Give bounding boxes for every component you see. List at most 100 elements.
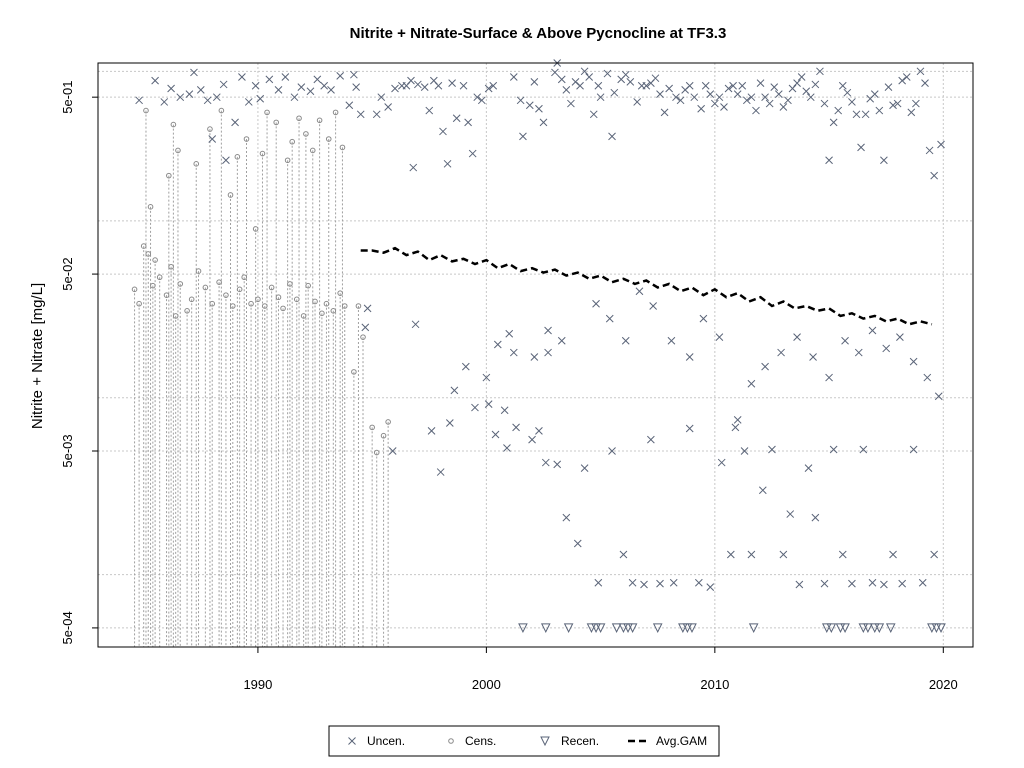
uncensored-point (348, 737, 356, 745)
censored-point (323, 300, 330, 307)
censored-point (325, 136, 332, 142)
uncensored-point (160, 98, 169, 106)
censored-point (209, 300, 216, 307)
uncensored-point (585, 73, 594, 81)
recensored-point (826, 623, 837, 634)
uncensored-point (875, 106, 884, 115)
legend-entry-label: Uncen. (367, 734, 405, 748)
recensored-point (652, 623, 663, 634)
legend-entry-label: Recen. (561, 734, 599, 748)
uncensored-point (747, 93, 756, 102)
uncensored-point (667, 336, 676, 345)
censored-point (255, 296, 261, 303)
recensored-point (678, 623, 688, 634)
uncensored-point (363, 304, 372, 313)
uncensored-point (642, 81, 651, 90)
uncensored-point (669, 578, 678, 587)
uncensored-point (726, 550, 735, 559)
recensored-point (931, 623, 942, 634)
recensored-point (927, 623, 937, 634)
uncensored-point (176, 93, 185, 102)
censored-point (339, 144, 346, 151)
uncensored-point (525, 101, 534, 110)
censored-point (193, 161, 200, 167)
censored-point (380, 432, 387, 439)
uncensored-point (882, 344, 891, 353)
recensored-point (821, 623, 832, 634)
censored-point (163, 292, 170, 298)
uncensored-point (500, 406, 509, 415)
uncensored-point (893, 99, 902, 108)
recensored-point (863, 623, 873, 634)
x-tick-label: 2000 (472, 677, 501, 692)
recensored-point (869, 623, 880, 634)
uncensored-point (811, 80, 820, 89)
gam-line-group (360, 246, 933, 326)
censored-point (166, 172, 172, 179)
uncensored-point (738, 81, 747, 90)
censored-point (131, 286, 138, 293)
uncensored-point (937, 140, 945, 149)
uncensored-point (868, 578, 877, 587)
recensored-point (835, 623, 846, 634)
uncensored-point (484, 84, 493, 93)
uncensored-point (464, 118, 472, 127)
uncensored-point (907, 108, 916, 117)
uncensored-point (450, 386, 459, 395)
censored-point (184, 308, 190, 314)
uncensored-point (649, 302, 658, 310)
uncensored-point (768, 445, 776, 454)
uncensored-point (427, 426, 436, 435)
uncensored-point (562, 513, 571, 522)
uncensored-point (231, 118, 239, 127)
uncensored-point (528, 435, 536, 444)
uncensored-point (633, 98, 642, 106)
censored-point (360, 334, 366, 340)
uncensored-point (461, 362, 470, 371)
y-tick-label: 5e-01 (60, 81, 75, 114)
censored-point (207, 126, 213, 132)
uncensored-point (898, 76, 907, 85)
uncensored-point (345, 101, 354, 110)
censored-point (369, 424, 375, 431)
uncensored-point (562, 85, 571, 94)
uncensored-point (244, 98, 253, 106)
uncensored-point (733, 90, 742, 99)
uncensored-point (434, 81, 443, 90)
censored-point (385, 419, 391, 425)
uncensored-point (934, 392, 943, 401)
uncensored-point (788, 84, 797, 93)
uncensored-point (251, 81, 260, 90)
uncensored-point (573, 539, 582, 548)
uncensored-point (656, 90, 664, 99)
uncensored-point (377, 93, 386, 102)
censored-point (264, 109, 270, 116)
censored-point (195, 268, 202, 274)
y-tick-label: 5e-02 (60, 257, 75, 290)
censored-point (216, 279, 222, 285)
uncensored-point (473, 93, 482, 102)
uncensored-point (665, 84, 674, 93)
uncensored-point (443, 159, 452, 168)
uncensored-point (541, 458, 550, 467)
uncensored-point (868, 326, 877, 335)
uncensored-point (672, 93, 680, 102)
uncensored-point (535, 104, 543, 113)
uncensored-point (281, 73, 290, 81)
uncensored-point (621, 336, 630, 345)
censored-point (172, 313, 179, 319)
uncensored-point (701, 81, 710, 90)
gam-line (360, 246, 933, 326)
uncensored-point (238, 73, 246, 81)
recensored-point (540, 623, 551, 634)
uncensored-point (336, 71, 345, 80)
censored-point (156, 274, 163, 281)
uncensored-point (626, 78, 635, 86)
uncensored-point (896, 333, 904, 342)
uncensored-point (690, 93, 699, 102)
uncensored-point (841, 336, 849, 345)
uncensored-point (784, 96, 792, 105)
uncensored-point (925, 146, 934, 155)
uncensored-point (729, 81, 737, 90)
censored-point (188, 296, 195, 303)
